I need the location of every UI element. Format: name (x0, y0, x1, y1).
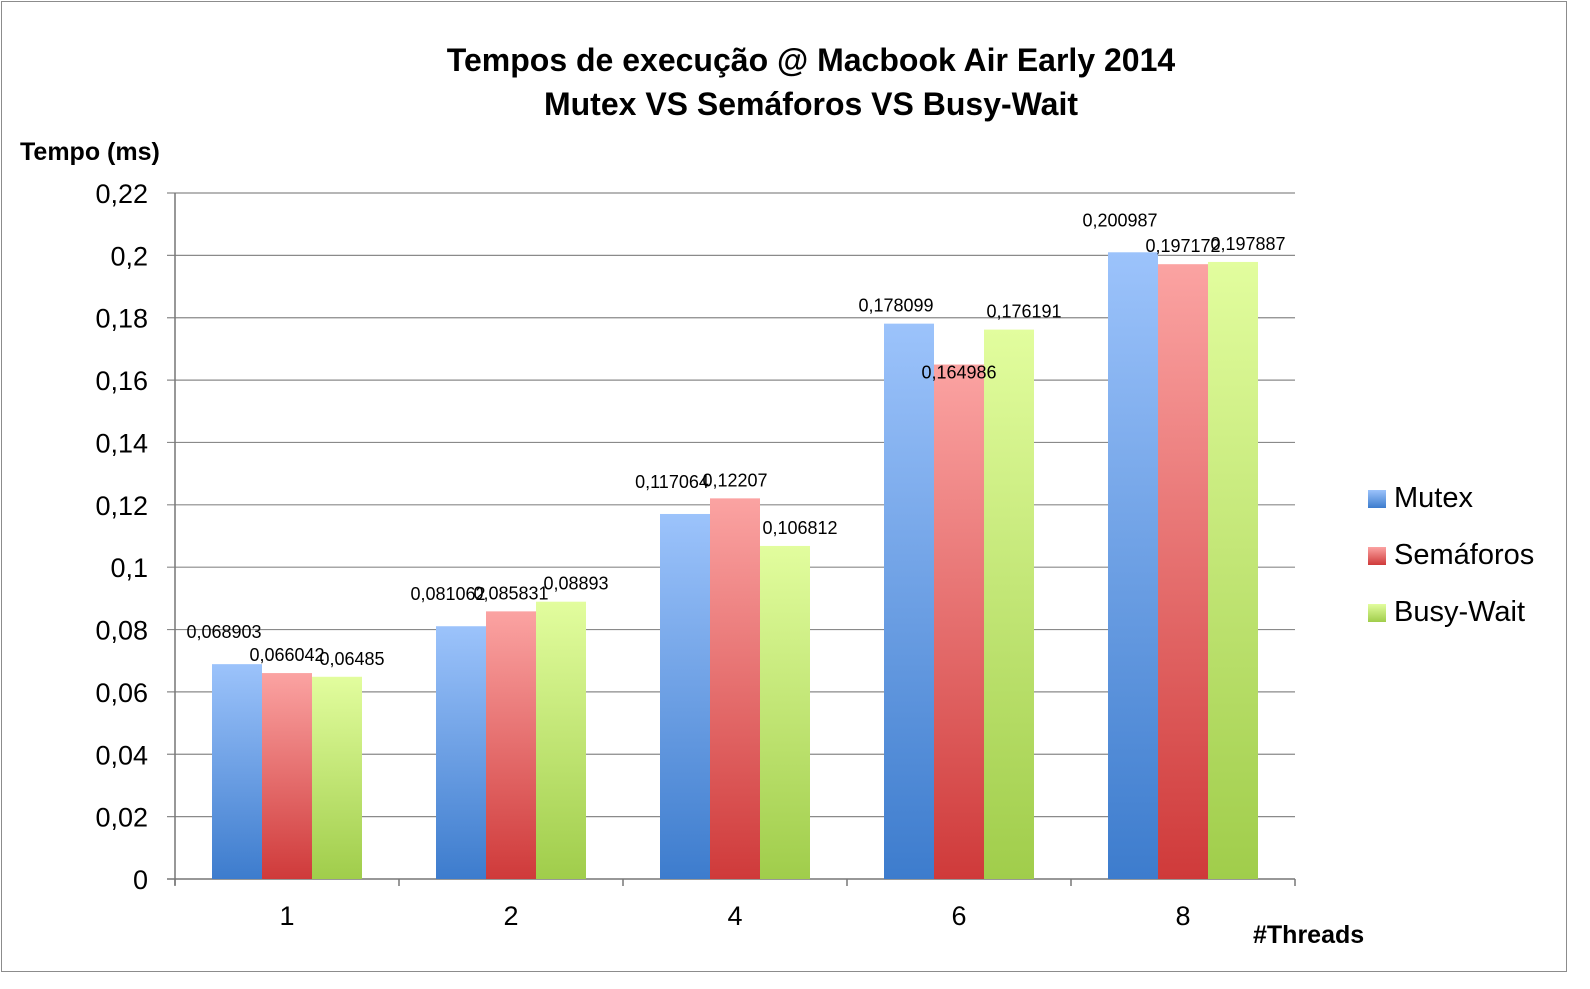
bar-mutex-6 (884, 323, 934, 880)
y-tick-label: 0,06 (95, 678, 148, 708)
x-tick-label: 1 (279, 901, 294, 931)
y-tick-label: 0,1 (110, 553, 148, 583)
x-tick-label: 8 (1175, 901, 1190, 931)
bar-mutex-1 (212, 664, 262, 879)
chart-subtitle: Mutex VS Semáforos VS Busy-Wait (543, 86, 1079, 122)
x-axis-label: #Threads (1253, 921, 1365, 949)
data-label: 0,06485 (319, 649, 384, 669)
bar-busywait-8 (1208, 261, 1258, 879)
bar-busywait-6 (984, 329, 1034, 879)
legend-item-busy-wait: Busy-Wait (1368, 584, 1534, 641)
bar-semforos-2 (486, 611, 536, 879)
y-axis-label: Tempo (ms) (20, 138, 160, 166)
data-label: 0,197172 (1145, 236, 1220, 256)
data-label: 0,197887 (1210, 234, 1285, 254)
legend-label-mutex: Mutex (1394, 482, 1473, 514)
bar-busywait-1 (312, 676, 362, 879)
data-label: 0,081062 (410, 584, 485, 604)
y-tick-label: 0,22 (95, 179, 148, 209)
y-tick-label: 0 (133, 865, 148, 895)
legend-label-busy-wait: Busy-Wait (1394, 596, 1526, 628)
data-label: 0,068903 (186, 622, 261, 642)
bar-semforos-6 (934, 364, 984, 879)
y-tick-label: 0,08 (95, 616, 148, 646)
bar-busywait-4 (760, 545, 810, 879)
y-tick-label: 0,12 (95, 491, 148, 521)
data-label: 0,106812 (762, 518, 837, 538)
data-label: 0,200987 (1082, 210, 1157, 230)
data-label: 0,08893 (543, 574, 608, 594)
bar-semforos-1 (262, 673, 312, 879)
legend-swatch-busy-wait (1368, 603, 1386, 622)
data-label: 0,12207 (702, 470, 767, 490)
y-tick-label: 0,16 (95, 366, 148, 396)
data-label: 0,176191 (986, 302, 1061, 322)
y-tick-label: 0,18 (95, 304, 148, 334)
bar-mutex-4 (660, 513, 710, 879)
legend-swatch-semaforos (1368, 546, 1386, 565)
y-tick-label: 0,2 (110, 241, 148, 271)
data-label: 0,178099 (858, 296, 933, 316)
bar-semforos-8 (1158, 264, 1208, 879)
y-tick-label: 0,14 (95, 428, 148, 458)
data-label: 0,164986 (921, 363, 996, 383)
legend-item-semaforos: Semáforos (1368, 527, 1534, 584)
bar-busywait-2 (536, 601, 586, 879)
bar-mutex-8 (1108, 252, 1158, 879)
y-tick-label: 0,02 (95, 803, 148, 833)
legend-item-mutex: Mutex (1368, 470, 1534, 527)
chart-title: Tempos de execução @ Macbook Air Early 2… (446, 42, 1176, 78)
data-label: 0,066042 (249, 645, 324, 665)
legend-label-semaforos: Semáforos (1394, 539, 1535, 571)
bar-mutex-2 (436, 626, 486, 879)
legend: Mutex Semáforos Busy-Wait (1368, 470, 1534, 641)
data-label: 0,117064 (635, 472, 709, 492)
bar-semforos-4 (710, 498, 760, 879)
y-tick-label: 0,04 (95, 740, 148, 770)
x-tick-label: 4 (727, 901, 742, 931)
x-tick-label: 6 (951, 901, 966, 931)
data-label: 0,085831 (473, 583, 548, 603)
legend-swatch-mutex (1368, 489, 1386, 508)
x-tick-label: 2 (503, 901, 518, 931)
